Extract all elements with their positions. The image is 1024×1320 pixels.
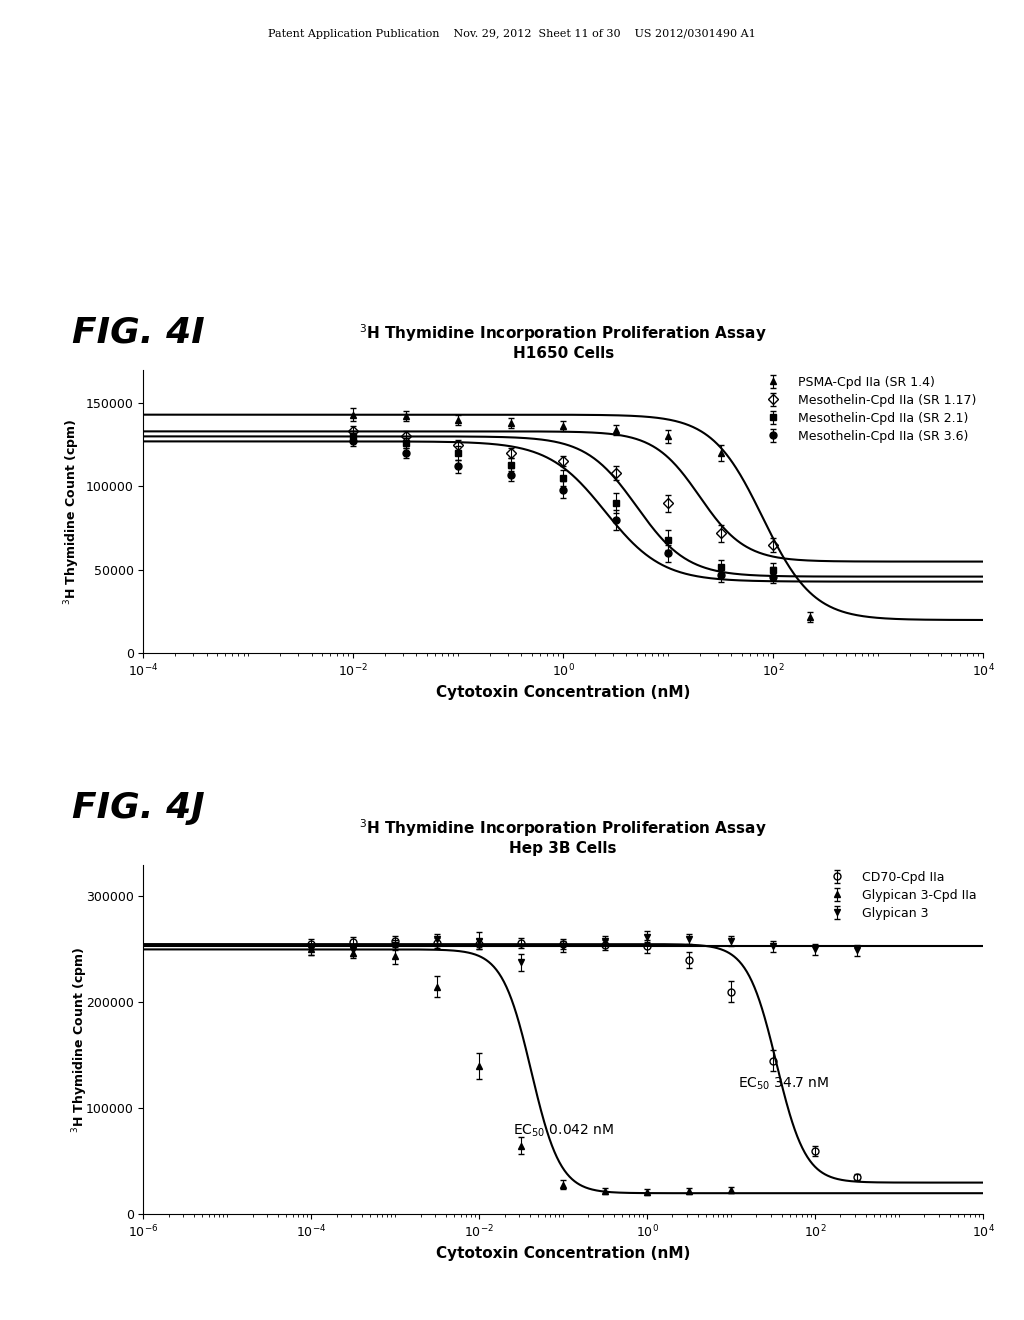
Text: FIG. 4J: FIG. 4J	[72, 791, 205, 825]
Text: EC$_{50}$ 34.7 nM: EC$_{50}$ 34.7 nM	[737, 1076, 829, 1092]
Text: EC$_{50}$ 0.042 nM: EC$_{50}$ 0.042 nM	[513, 1123, 614, 1139]
Legend: CD70-Cpd IIa, Glypican 3-Cpd IIa, Glypican 3: CD70-Cpd IIa, Glypican 3-Cpd IIa, Glypic…	[818, 871, 977, 920]
Text: $^{3}$H Thymidine Count (cpm): $^{3}$H Thymidine Count (cpm)	[62, 418, 82, 605]
Title: $^{3}$H Thymidine Incorporation Proliferation Assay
Hep 3B Cells: $^{3}$H Thymidine Incorporation Prolifer…	[359, 817, 767, 857]
X-axis label: Cytotoxin Concentration (nM): Cytotoxin Concentration (nM)	[436, 1246, 690, 1262]
X-axis label: Cytotoxin Concentration (nM): Cytotoxin Concentration (nM)	[436, 685, 690, 701]
Title: $^{3}$H Thymidine Incorporation Proliferation Assay
H1650 Cells: $^{3}$H Thymidine Incorporation Prolifer…	[359, 322, 767, 362]
Text: Patent Application Publication    Nov. 29, 2012  Sheet 11 of 30    US 2012/03014: Patent Application Publication Nov. 29, …	[268, 29, 756, 40]
Text: FIG. 4I: FIG. 4I	[72, 315, 205, 350]
Legend: PSMA-Cpd IIa (SR 1.4), Mesothelin-Cpd IIa (SR 1.17), Mesothelin-Cpd IIa (SR 2.1): PSMA-Cpd IIa (SR 1.4), Mesothelin-Cpd II…	[755, 376, 977, 442]
Text: $^{3}$H Thymidine Count (cpm): $^{3}$H Thymidine Count (cpm)	[71, 946, 90, 1133]
